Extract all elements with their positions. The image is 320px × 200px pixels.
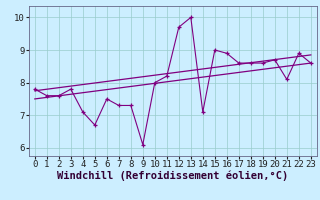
X-axis label: Windchill (Refroidissement éolien,°C): Windchill (Refroidissement éolien,°C): [57, 171, 288, 181]
